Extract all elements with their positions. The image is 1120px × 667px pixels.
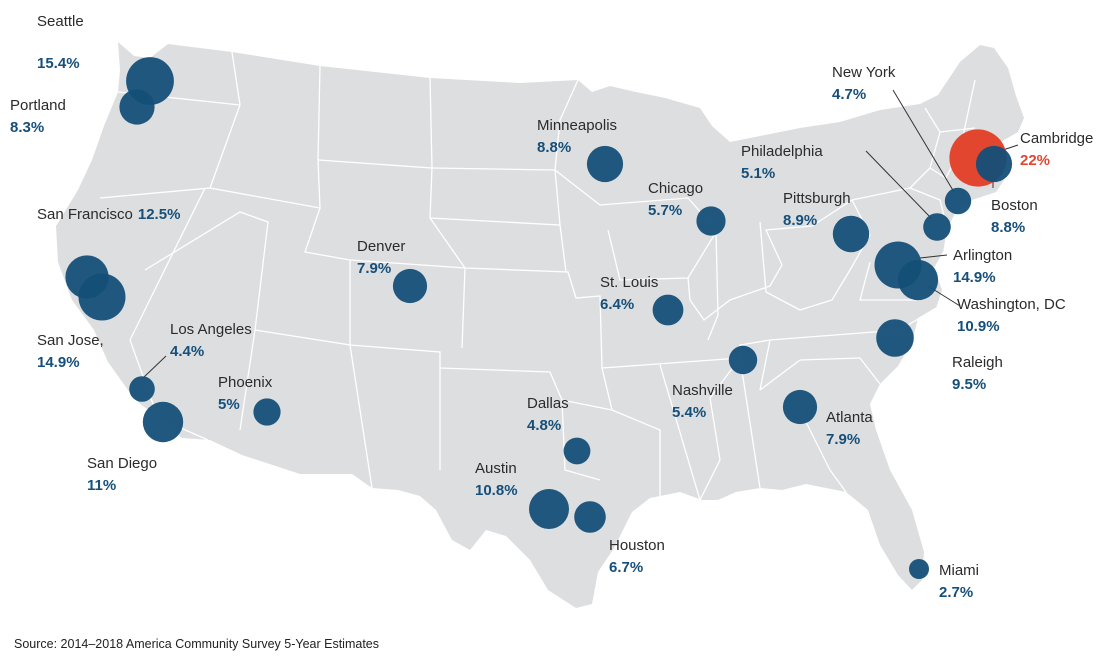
cambridge-name: Cambridge [1020, 130, 1093, 147]
st-louis-value: 6.4% [600, 296, 634, 313]
san-diego-value: 11% [87, 477, 116, 494]
san-diego-name: San Diego [87, 455, 157, 472]
philadelphia-leader-line [865, 150, 933, 220]
portland-value: 8.3% [10, 119, 44, 136]
arlington-name: Arlington [953, 247, 1012, 264]
san-diego-bubble [142, 401, 184, 443]
minneapolis-name: Minneapolis [537, 117, 617, 134]
philadelphia-name: Philadelphia [741, 143, 823, 160]
san-jose-name: San Jose, [37, 332, 104, 349]
dallas-bubble [563, 437, 591, 465]
pittsburgh-bubble [832, 215, 870, 253]
new-york-name: New York [832, 64, 896, 81]
philadelphia-bubble [923, 213, 951, 241]
philadelphia-value: 5.1% [741, 165, 775, 182]
chicago-bubble [696, 206, 726, 236]
raleigh-value: 9.5% [952, 376, 986, 393]
city-bubbles [65, 57, 1019, 579]
minneapolis-bubble [586, 145, 624, 183]
austin-name: Austin [475, 460, 517, 477]
state-borders [99, 51, 990, 501]
denver-name: Denver [357, 238, 405, 255]
contiguous-us-landmass [56, 42, 1024, 608]
new-york-value: 4.7% [832, 86, 866, 103]
seattle-value: 15.4% [37, 55, 80, 72]
houston-value: 6.7% [609, 559, 643, 576]
houston-bubble [574, 501, 606, 533]
city-labels: Seattle 15.4% Portland 8.3% San Francisco 12.… [10, 13, 1093, 601]
atlanta-name: Atlanta [826, 409, 873, 426]
portland-name: Portland [10, 97, 66, 114]
houston-name: Houston [609, 537, 665, 554]
raleigh-bubble [876, 319, 914, 357]
austin-bubble [529, 489, 569, 529]
arlington-leader-line [919, 254, 948, 259]
dallas-name: Dallas [527, 395, 569, 412]
dallas-value: 4.8% [527, 417, 561, 434]
austin-value: 10.8% [475, 482, 518, 499]
arlington-value: 14.9% [953, 269, 996, 286]
atlanta-bubble [782, 389, 818, 425]
portland-bubble [119, 89, 155, 125]
st-louis-name: St. Louis [600, 274, 658, 291]
nashville-name: Nashville [672, 382, 733, 399]
raleigh-name: Raleigh [952, 354, 1003, 371]
phoenix-bubble [253, 398, 281, 426]
boston-value: 8.8% [991, 219, 1025, 236]
washington-dc-value: 10.9% [957, 318, 1000, 335]
nashville-bubble [728, 345, 758, 375]
denver-value: 7.9% [357, 260, 391, 277]
source-note: Source: 2014–2018 America Community Surv… [14, 637, 379, 651]
san-francisco-value: 12.5% [138, 206, 181, 223]
san-jose-value: 14.9% [37, 354, 80, 371]
denver-bubble [392, 268, 428, 304]
new-york-leader-line [892, 89, 955, 193]
miami-value: 2.7% [939, 584, 973, 601]
washington-dc-name: Washington, DC [957, 296, 1066, 313]
miami-name: Miami [939, 562, 979, 579]
los-angeles-bubble [129, 376, 155, 402]
san-francisco-label: San Francisco 12.5% [37, 206, 180, 223]
boston-bubble [975, 145, 1013, 183]
chicago-name: Chicago [648, 180, 703, 197]
phoenix-value: 5% [218, 396, 240, 413]
st-louis-bubble [652, 294, 684, 326]
san-francisco-name: San Francisco [37, 206, 133, 223]
cambridge-value: 22% [1020, 152, 1050, 169]
phoenix-name: Phoenix [218, 374, 273, 391]
boston-name: Boston [991, 197, 1038, 214]
san-jose-bubble [78, 273, 126, 321]
seattle-name: Seattle [37, 13, 84, 30]
new-york-bubble [944, 187, 972, 215]
pittsburgh-value: 8.9% [783, 212, 817, 229]
los-angeles-value: 4.4% [170, 343, 204, 360]
washington-dc-bubble [897, 259, 939, 301]
pittsburgh-name: Pittsburgh [783, 190, 851, 207]
chicago-value: 5.7% [648, 202, 682, 219]
atlanta-value: 7.9% [826, 431, 860, 448]
los-angeles-leader-line [142, 355, 167, 379]
minneapolis-value: 8.8% [537, 139, 571, 156]
los-angeles-name: Los Angeles [170, 321, 252, 338]
nashville-value: 5.4% [672, 404, 706, 421]
miami-bubble [909, 559, 929, 579]
